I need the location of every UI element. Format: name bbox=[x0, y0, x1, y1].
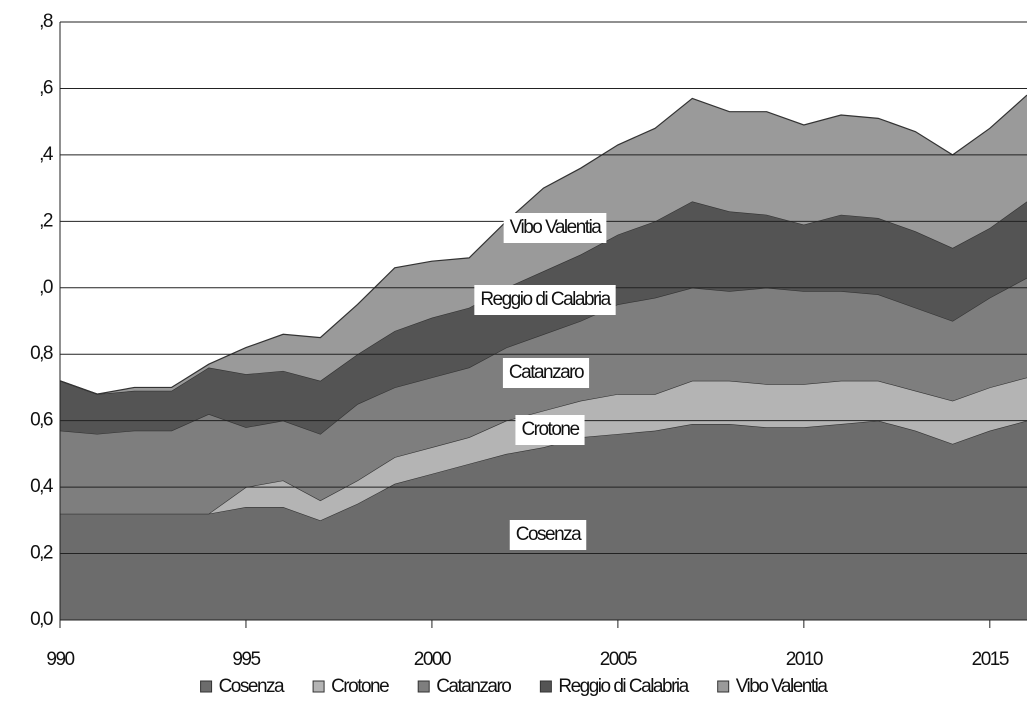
x-tick-label: 990 bbox=[46, 649, 74, 670]
y-tick-label: 0,6 bbox=[30, 410, 53, 431]
legend-label: Crotone bbox=[331, 676, 389, 697]
y-tick-label: ,6 bbox=[39, 77, 53, 98]
series-label-box bbox=[509, 520, 587, 550]
legend-swatch bbox=[200, 680, 213, 693]
series-label-text: Cosenza bbox=[516, 524, 582, 545]
series-label-text: Vibo Valentia bbox=[510, 217, 603, 238]
y-tick-label: 0,2 bbox=[30, 543, 53, 564]
series-label: Catanzaro bbox=[502, 358, 590, 388]
series-label-text: Reggio di Calabria bbox=[480, 289, 611, 310]
legend-swatch bbox=[417, 680, 430, 693]
series-label: Cosenza bbox=[509, 520, 587, 550]
x-tick-label: 2015 bbox=[972, 649, 1009, 670]
y-tick-label: 0,4 bbox=[30, 476, 54, 497]
series-label-box bbox=[503, 213, 607, 243]
area-line bbox=[59, 94, 1027, 395]
area-fill bbox=[60, 277, 1027, 514]
x-tick-label: 995 bbox=[232, 649, 260, 670]
series-label-box bbox=[515, 415, 585, 445]
legend-label: Cosenza bbox=[219, 676, 285, 697]
series-label: Vibo Valentia bbox=[503, 213, 607, 243]
legend-swatch bbox=[539, 680, 552, 693]
series-label-text: Crotone bbox=[521, 419, 579, 440]
y-tick-label: ,2 bbox=[39, 210, 53, 231]
legend-label: Catanzaro bbox=[436, 676, 511, 697]
legend-swatch bbox=[717, 680, 730, 693]
series-label-text: Catanzaro bbox=[509, 362, 584, 383]
y-tick-label: ,8 bbox=[39, 11, 53, 32]
y-tick-label: 0,8 bbox=[30, 343, 53, 364]
y-tick-label: 0,0 bbox=[30, 609, 53, 630]
legend-label: Reggio di Calabria bbox=[558, 676, 689, 697]
y-tick-label: ,4 bbox=[39, 144, 54, 165]
y-tick-label: ,0 bbox=[39, 277, 53, 298]
series-label-box bbox=[474, 285, 616, 315]
legend-label: Vibo Valentia bbox=[736, 676, 829, 697]
series-label: Reggio di Calabria bbox=[474, 285, 616, 315]
area-fill bbox=[60, 95, 1027, 395]
x-tick-label: 2000 bbox=[414, 649, 451, 670]
legend: Cosenza Crotone Catanzaro Reggio di Calabri… bbox=[200, 676, 830, 697]
x-tick-label: 2005 bbox=[600, 649, 637, 670]
series-label-box bbox=[502, 358, 590, 388]
legend-swatch bbox=[312, 680, 325, 693]
series-label: Crotone bbox=[515, 415, 585, 445]
area-fill bbox=[60, 377, 1027, 521]
x-tick-label: 2010 bbox=[786, 649, 823, 670]
